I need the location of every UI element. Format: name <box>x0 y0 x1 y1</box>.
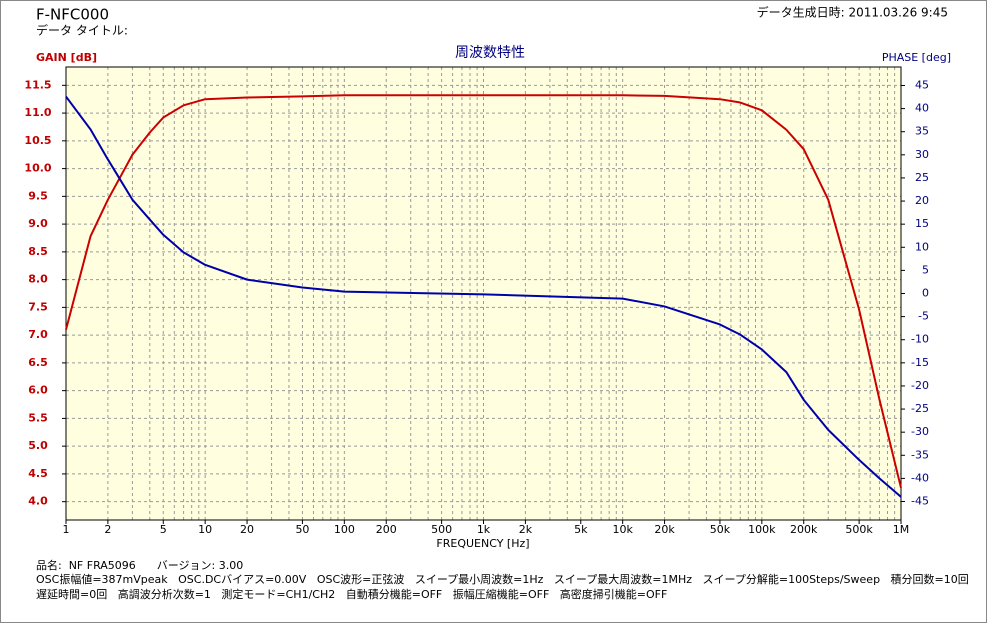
y2-tick-label: -5 <box>918 310 929 323</box>
y-tick-label: 10.5 <box>24 134 51 147</box>
y-tick-label: 9.0 <box>28 217 48 230</box>
x-tick-label: 5k <box>574 523 588 536</box>
y-tick-label: 5.0 <box>28 439 48 452</box>
y2-tick-label: -25 <box>911 402 929 415</box>
x-tick-label: 100 <box>334 523 355 536</box>
y2-tick-label: -45 <box>911 495 929 508</box>
x-tick-label: 500 <box>431 523 452 536</box>
x-tick-label: 10 <box>198 523 212 536</box>
y-tick-label: 8.5 <box>28 245 48 258</box>
x-tick-label: 20 <box>240 523 254 536</box>
x-tick-label: 200k <box>790 523 818 536</box>
y-tick-label: 6.0 <box>28 384 48 397</box>
x-axis-label: FREQUENCY [Hz] <box>436 537 529 550</box>
y2-tick-label: 30 <box>915 148 929 161</box>
y-tick-label: 6.5 <box>28 356 48 369</box>
y2-tick-label: -10 <box>911 333 929 346</box>
x-tick-label: 2k <box>519 523 533 536</box>
y-tick-label: 4.0 <box>28 495 48 508</box>
series-line <box>65 95 902 498</box>
y-tick-label: 7.0 <box>28 328 48 341</box>
x-tick-label: 500k <box>845 523 873 536</box>
y2-tick-label: 5 <box>922 263 929 276</box>
data-title: データ タイトル: <box>36 23 128 38</box>
x-tick-label: 1M <box>893 523 910 536</box>
series-line <box>65 94 902 489</box>
y2-tick-label: 35 <box>915 125 929 138</box>
y2-axis-label: PHASE [deg] <box>882 51 951 64</box>
x-tick-label: 50k <box>710 523 731 536</box>
y2-tick-label: 40 <box>915 102 929 115</box>
x-tick-label: 20k <box>654 523 675 536</box>
x-tick-label: 100k <box>748 523 776 536</box>
y-tick-label: 7.5 <box>28 300 48 313</box>
footer-line: OSC振幅値=387mVpeak OSC.DCバイアス=0.00V OSC波形=… <box>36 572 969 586</box>
x-tick-label: 5 <box>160 523 167 536</box>
y-tick-label: 8.0 <box>28 273 48 286</box>
y2-tick-label: 45 <box>915 78 929 91</box>
y-tick-label: 5.5 <box>28 411 48 424</box>
y-tick-label: 4.5 <box>28 467 48 480</box>
y-axis-label: GAIN [dB] <box>36 51 97 64</box>
y2-tick-label: -35 <box>911 448 929 461</box>
y2-tick-label: -20 <box>911 379 929 392</box>
y2-tick-label: -30 <box>911 425 929 438</box>
y-tick-label: 11.0 <box>24 106 51 119</box>
y2-tick-label: 20 <box>915 194 929 207</box>
x-tick-label: 10k <box>612 523 633 536</box>
y2-tick-label: 10 <box>915 240 929 253</box>
x-tick-label: 200 <box>376 523 397 536</box>
y2-tick-label: 0 <box>922 287 929 300</box>
y2-tick-label: 15 <box>915 217 929 230</box>
y-tick-label: 9.5 <box>28 189 48 202</box>
y2-tick-label: 25 <box>915 171 929 184</box>
y-tick-label: 11.5 <box>24 78 51 91</box>
x-tick-label: 2 <box>104 523 111 536</box>
x-tick-label: 1 <box>63 523 70 536</box>
y2-tick-label: -15 <box>911 356 929 369</box>
x-tick-label: 1k <box>477 523 491 536</box>
data-id: F-NFC000 <box>36 6 109 24</box>
chart-title: 周波数特性 <box>455 45 525 61</box>
timestamp: データ生成日時: 2011.03.26 9:45 <box>757 5 948 20</box>
footer-line: 遅延時間=0回 高調波分析次数=1 測定モード=CH1/CH2 自動積分機能=O… <box>36 587 667 601</box>
footer-line: 品名: NF FRA5096 バージョン: 3.00 <box>36 558 243 572</box>
y2-tick-label: -40 <box>911 471 929 484</box>
x-tick-label: 50 <box>295 523 309 536</box>
y-tick-label: 10.0 <box>24 162 51 175</box>
